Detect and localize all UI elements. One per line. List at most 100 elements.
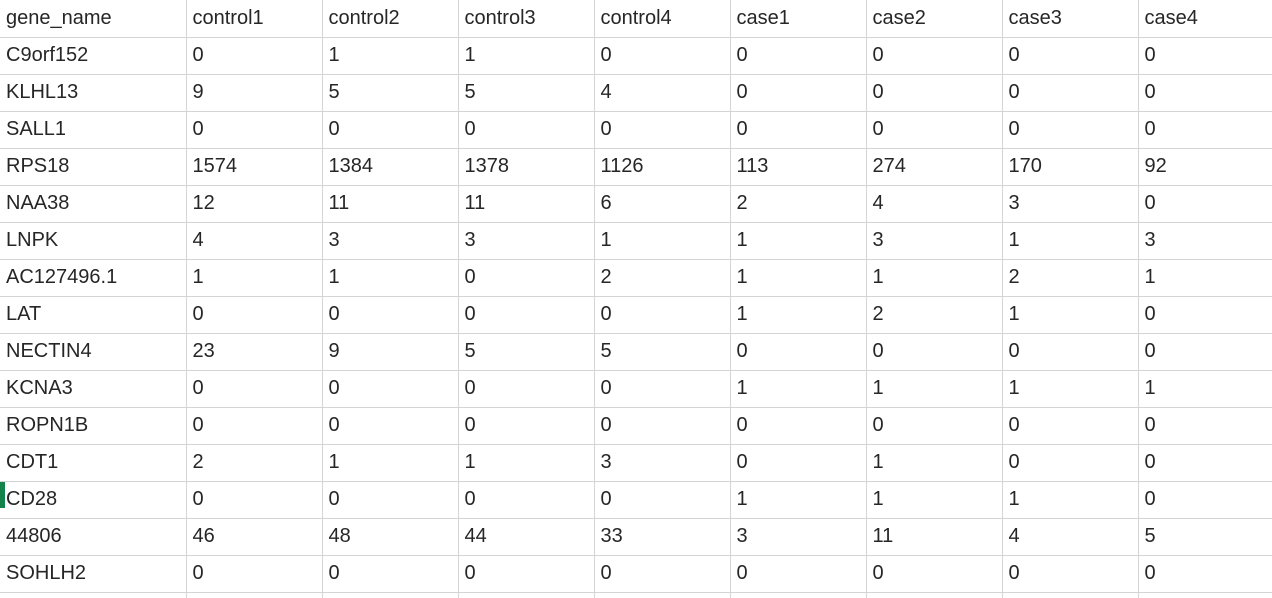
cell[interactable]: NECTIN4 <box>0 332 187 371</box>
cell[interactable] <box>1001 591 1139 598</box>
cell[interactable]: 0 <box>185 110 323 149</box>
cell[interactable]: 0 <box>865 36 1003 75</box>
cell[interactable]: 0 <box>1137 332 1272 371</box>
cell[interactable]: 1384 <box>321 147 459 186</box>
cell[interactable]: 0 <box>729 73 867 112</box>
cell[interactable]: 0 <box>729 554 867 593</box>
cell[interactable]: 5 <box>457 332 595 371</box>
cell[interactable]: 3 <box>865 221 1003 260</box>
cell[interactable]: 2 <box>185 443 323 482</box>
cell[interactable]: 1 <box>865 258 1003 297</box>
cell[interactable]: 0 <box>593 369 731 408</box>
cell[interactable]: 1 <box>865 480 1003 519</box>
cell[interactable]: 3 <box>1137 221 1272 260</box>
cell[interactable]: 0 <box>1137 554 1272 593</box>
cell[interactable]: 1126 <box>593 147 731 186</box>
header-cell[interactable]: case3 <box>1001 0 1139 38</box>
cell[interactable] <box>185 591 323 598</box>
cell[interactable]: 12 <box>185 184 323 223</box>
cell[interactable]: 9 <box>185 73 323 112</box>
cell[interactable] <box>457 591 595 598</box>
cell[interactable]: 113 <box>729 147 867 186</box>
cell[interactable]: 1 <box>321 258 459 297</box>
cell[interactable]: 0 <box>321 480 459 519</box>
cell[interactable]: 0 <box>1137 184 1272 223</box>
cell[interactable]: 1 <box>185 258 323 297</box>
cell[interactable]: 0 <box>1137 443 1272 482</box>
cell[interactable]: 0 <box>185 369 323 408</box>
cell[interactable]: 0 <box>865 73 1003 112</box>
cell[interactable]: 46 <box>185 517 323 556</box>
cell[interactable]: 0 <box>1137 36 1272 75</box>
header-cell[interactable]: control4 <box>593 0 731 38</box>
cell[interactable]: 0 <box>185 480 323 519</box>
cell[interactable]: 2 <box>593 258 731 297</box>
cell[interactable]: 0 <box>1137 73 1272 112</box>
cell[interactable]: 4 <box>593 73 731 112</box>
cell[interactable]: 4 <box>1001 517 1139 556</box>
cell[interactable]: 5 <box>1137 517 1272 556</box>
cell[interactable]: 2 <box>729 184 867 223</box>
cell[interactable]: 0 <box>593 36 731 75</box>
cell[interactable]: 0 <box>457 406 595 445</box>
cell[interactable]: 0 <box>593 554 731 593</box>
cell[interactable]: 0 <box>865 406 1003 445</box>
cell[interactable]: 0 <box>729 332 867 371</box>
cell[interactable]: 0 <box>457 480 595 519</box>
cell[interactable]: SALL1 <box>0 110 187 149</box>
cell[interactable]: 44806 <box>0 517 187 556</box>
cell[interactable]: 5 <box>321 73 459 112</box>
cell[interactable]: 5 <box>457 73 595 112</box>
cell[interactable]: LAT <box>0 295 187 334</box>
cell[interactable]: C9orf152 <box>0 36 187 75</box>
cell[interactable]: SOHLH2 <box>0 554 187 593</box>
cell[interactable]: 1378 <box>457 147 595 186</box>
cell[interactable]: LNPK <box>0 221 187 260</box>
cell[interactable]: 0 <box>1137 110 1272 149</box>
cell[interactable]: KLHL13 <box>0 73 187 112</box>
cell[interactable]: 0 <box>865 332 1003 371</box>
header-cell[interactable]: control1 <box>185 0 323 38</box>
cell[interactable]: 0 <box>1137 295 1272 334</box>
cell[interactable]: 0 <box>185 554 323 593</box>
cell[interactable]: 6 <box>593 184 731 223</box>
cell[interactable]: 0 <box>185 295 323 334</box>
cell[interactable]: 0 <box>1001 110 1139 149</box>
cell[interactable] <box>865 591 1003 598</box>
cell[interactable]: 0 <box>1001 73 1139 112</box>
cell[interactable]: 0 <box>729 406 867 445</box>
cell[interactable]: 1 <box>1137 258 1272 297</box>
cell[interactable]: 5 <box>593 332 731 371</box>
cell[interactable]: 0 <box>457 369 595 408</box>
cell[interactable]: 11 <box>321 184 459 223</box>
cell[interactable]: 2 <box>1001 258 1139 297</box>
cell[interactable]: CD28 <box>0 480 187 519</box>
cell[interactable]: 0 <box>185 406 323 445</box>
cell[interactable]: 3 <box>729 517 867 556</box>
cell[interactable]: 1 <box>729 369 867 408</box>
cell[interactable]: 2 <box>865 295 1003 334</box>
cell[interactable]: 3 <box>593 443 731 482</box>
cell[interactable]: 3 <box>457 221 595 260</box>
cell[interactable]: 0 <box>1137 480 1272 519</box>
cell[interactable] <box>729 591 867 598</box>
cell[interactable]: 0 <box>1001 36 1139 75</box>
cell[interactable]: 11 <box>457 184 595 223</box>
cell[interactable]: 274 <box>865 147 1003 186</box>
cell[interactable]: 0 <box>321 295 459 334</box>
cell[interactable] <box>0 591 187 598</box>
cell[interactable]: 0 <box>321 110 459 149</box>
cell[interactable]: 170 <box>1001 147 1139 186</box>
cell[interactable]: 1 <box>321 36 459 75</box>
cell[interactable]: 33 <box>593 517 731 556</box>
cell[interactable]: ROPN1B <box>0 406 187 445</box>
cell[interactable]: 0 <box>865 554 1003 593</box>
cell[interactable]: 0 <box>185 36 323 75</box>
cell[interactable]: AC127496.1 <box>0 258 187 297</box>
header-cell[interactable]: case2 <box>865 0 1003 38</box>
cell[interactable]: 0 <box>1001 406 1139 445</box>
cell[interactable] <box>321 591 459 598</box>
cell[interactable]: 1 <box>321 443 459 482</box>
header-cell[interactable]: control2 <box>321 0 459 38</box>
cell[interactable]: 0 <box>593 406 731 445</box>
